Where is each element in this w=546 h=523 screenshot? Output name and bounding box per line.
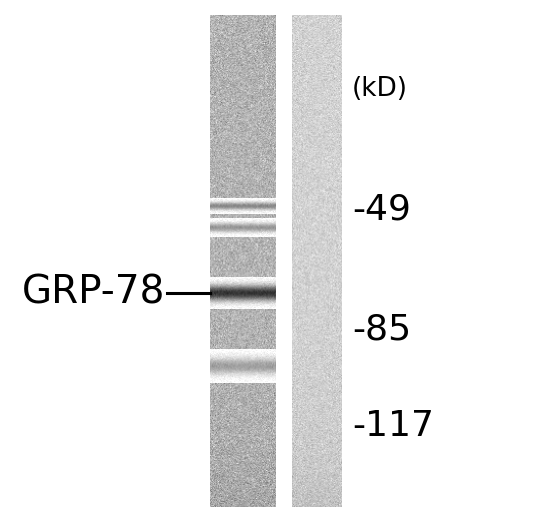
- Text: -117: -117: [352, 409, 434, 444]
- Text: -85: -85: [352, 312, 411, 347]
- Text: GRP-78: GRP-78: [22, 274, 165, 312]
- Text: -49: -49: [352, 192, 411, 226]
- Text: (kD): (kD): [352, 76, 408, 102]
